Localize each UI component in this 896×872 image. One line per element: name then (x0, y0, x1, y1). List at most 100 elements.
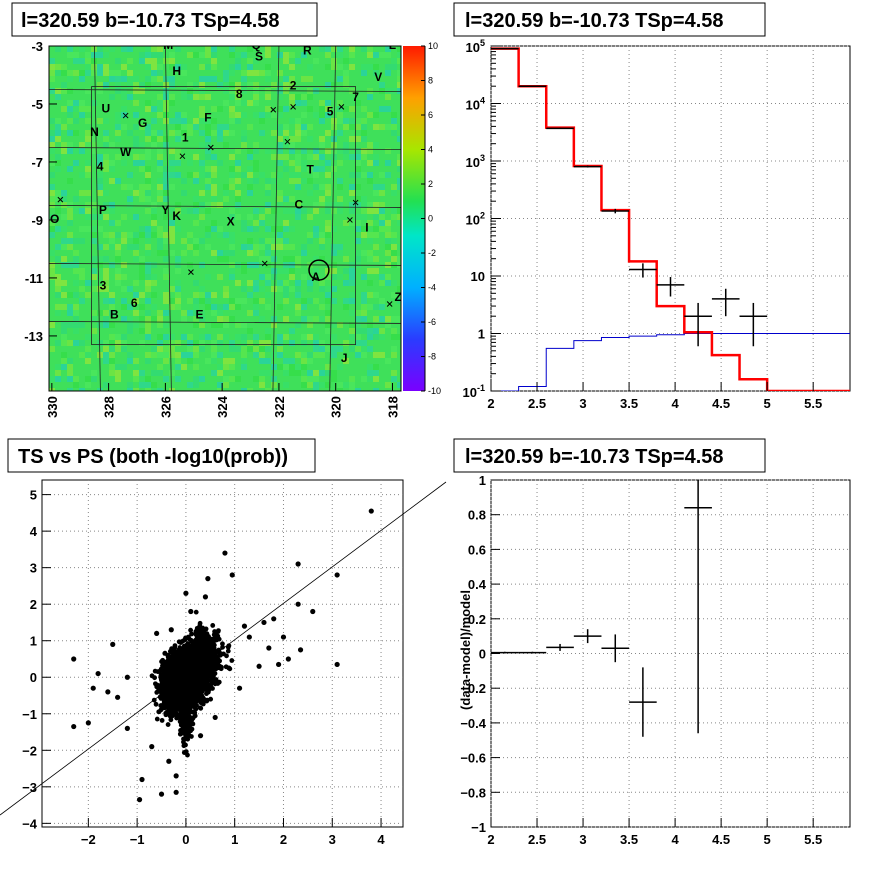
map-pixel (301, 112, 307, 118)
map-pixel (325, 232, 331, 238)
map-pixel (61, 328, 67, 334)
map-pixel (289, 364, 295, 370)
scatter-point (165, 653, 171, 658)
map-pixel (307, 166, 313, 172)
map-pixel (217, 316, 223, 322)
map-pixel (325, 46, 331, 52)
map-pixel (253, 298, 259, 304)
map-pixel (229, 64, 235, 70)
map-pixel (259, 340, 265, 346)
map-pixel (223, 286, 229, 292)
map-pixel (193, 154, 199, 160)
map-pixel (373, 304, 379, 310)
map-pixel (139, 82, 145, 88)
map-pixel (187, 298, 193, 304)
map-pixel (373, 316, 379, 322)
map-pixel (175, 124, 181, 130)
map-pixel (67, 70, 73, 76)
map-pixel (85, 352, 91, 358)
map-pixel (67, 178, 73, 184)
map-pixel (373, 208, 379, 214)
map-pixel (163, 232, 169, 238)
map-pixel (229, 304, 235, 310)
map-pixel (319, 382, 325, 388)
map-pixel (277, 202, 283, 208)
map-pixel (121, 334, 127, 340)
map-pixel (229, 262, 235, 268)
map-pixel (235, 94, 241, 100)
map-pixel (61, 214, 67, 220)
map-pixel (187, 172, 193, 178)
map-pixel (277, 286, 283, 292)
map-pixel (163, 208, 169, 214)
map-pixel (193, 322, 199, 328)
map-pixel (271, 112, 277, 118)
map-pixel (79, 70, 85, 76)
map-pixel (277, 268, 283, 274)
map-x-tick-label: 320 (329, 396, 344, 418)
map-pixel (385, 250, 391, 256)
map-pixel (265, 64, 271, 70)
map-pixel (271, 364, 277, 370)
map-pixel (199, 112, 205, 118)
map-pixel (127, 316, 133, 322)
map-pixel (277, 238, 283, 244)
map-source-label: C (294, 197, 303, 211)
map-pixel (79, 58, 85, 64)
map-pixel (67, 304, 73, 310)
colorbar-tick-label: 8 (428, 76, 433, 86)
map-pixels (49, 46, 401, 391)
map-pixel (391, 130, 397, 136)
map-pixel (157, 154, 163, 160)
map-pixel (91, 238, 97, 244)
map-pixel (385, 226, 391, 232)
map-source-cross (347, 217, 353, 223)
map-pixel (199, 172, 205, 178)
map-pixel (109, 178, 115, 184)
map-pixel (145, 376, 151, 382)
map-pixel (355, 322, 361, 328)
map-pixel (235, 322, 241, 328)
map-pixel (157, 178, 163, 184)
map-pixel (139, 124, 145, 130)
map-pixel (157, 352, 163, 358)
map-pixel (253, 310, 259, 316)
map-pixel (277, 244, 283, 250)
map-pixel (367, 280, 373, 286)
map-pixel (169, 148, 175, 154)
map-pixel (301, 376, 307, 382)
map-pixel (337, 184, 343, 190)
map-pixel (373, 334, 379, 340)
map-pixel (385, 148, 391, 154)
map-pixel (283, 52, 289, 58)
map-pixel (217, 352, 223, 358)
map-pixel (271, 256, 277, 262)
scatter-point (216, 679, 222, 685)
map-pixel (49, 136, 55, 142)
map-pixel (163, 178, 169, 184)
map-pixel (265, 148, 271, 154)
map-pixel (277, 112, 283, 118)
map-pixel (241, 358, 247, 364)
map-pixel (271, 244, 277, 250)
map-pixel (355, 346, 361, 352)
map-pixel (133, 358, 139, 364)
map-pixel (61, 244, 67, 250)
map-pixel (73, 262, 79, 268)
map-pixel (151, 118, 157, 124)
map-source-label: N (90, 125, 99, 139)
map-source-label: 8 (236, 87, 243, 101)
map-pixel (73, 106, 79, 112)
map-pixel (175, 298, 181, 304)
map-pixel (295, 352, 301, 358)
map-pixel (391, 58, 397, 64)
map-pixel (49, 76, 55, 82)
map-pixel (283, 244, 289, 250)
map-pixel (73, 382, 79, 388)
map-title-box (11, 2, 318, 37)
map-pixel (85, 136, 91, 142)
map-pixel (139, 274, 145, 280)
map-pixel (355, 154, 361, 160)
map-pixel (229, 364, 235, 370)
map-pixel (109, 208, 115, 214)
